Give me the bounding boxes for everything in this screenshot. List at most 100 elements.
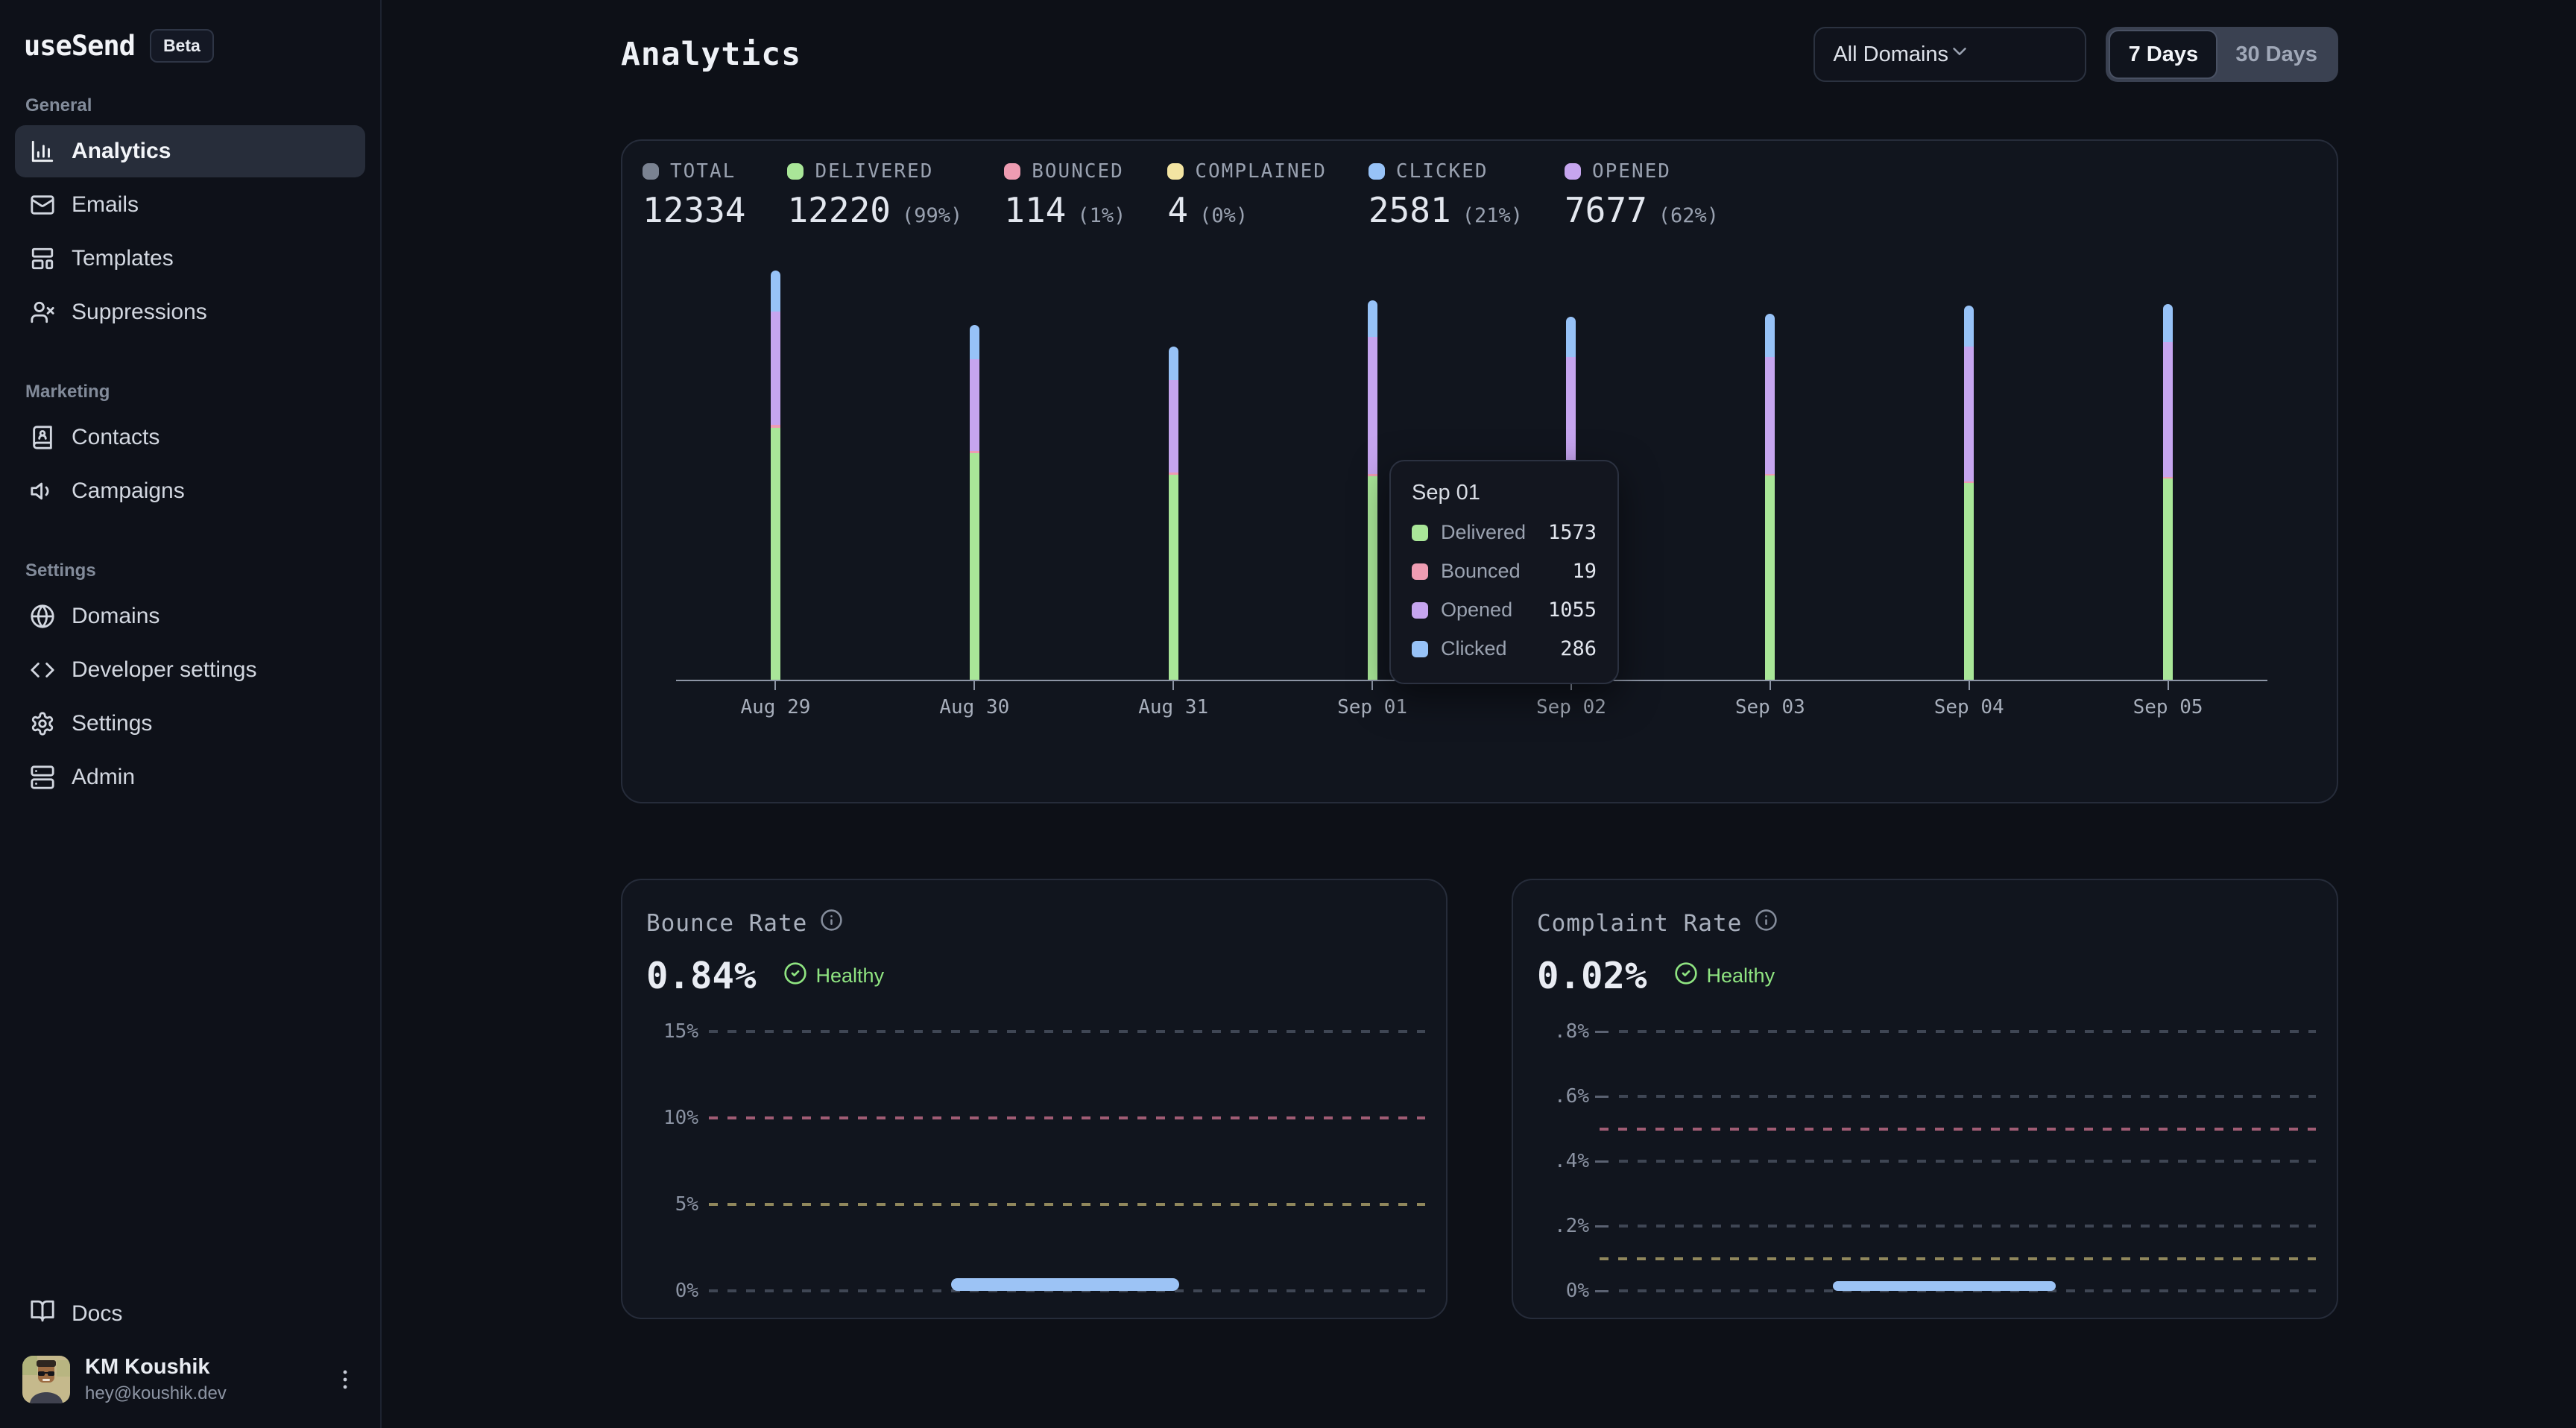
complaint-rate-chart: .8% .6% .4% .2% 0% [1535,1020,2316,1324]
sidebar-item-label: Emails [72,192,139,217]
gridline-dashes [709,1289,1425,1292]
stat-complained: COMPLAINED 4 (0%) [1167,160,1327,230]
sidebar-item-developer-settings[interactable]: Developer settings [15,644,365,696]
check-circle-icon [1674,962,1697,985]
stat-clicked: CLICKED 2581 (21%) [1368,160,1523,230]
sidebar-item-label: Settings [72,711,153,736]
sidebar-item-contacts[interactable]: Contacts [15,411,365,464]
bar-aug-29[interactable] [676,270,875,680]
stat-color-dot [787,163,804,180]
page-header: Analytics All Domains 7 Days 30 Days [621,27,2338,82]
bar-sep-03[interactable] [1670,270,1869,680]
tooltip-value: 1055 [1547,598,1597,622]
bar-segment-delivered [1168,475,1178,680]
sidebar-item-templates[interactable]: Templates [15,233,365,285]
gridline--4-: .4% [1535,1150,2316,1172]
x-axis-label: Sep 01 [1337,696,1408,718]
bounce-health-badge: Healthy [783,961,884,991]
sidebar-item-label: Suppressions [72,300,207,324]
gridline-danger [1535,1127,2316,1131]
complaint-rate-data-bar[interactable] [1833,1281,2056,1291]
stat-color-dot [1167,163,1184,180]
bar-segment-bounced [2163,476,2174,479]
sidebar-item-campaigns[interactable]: Campaigns [15,465,365,517]
gridline-tick [1595,1030,1609,1033]
bar-segment-clicked [1367,300,1377,338]
gridline-0-: 0% [1535,1280,2316,1302]
stacked-bar [1168,347,1178,680]
sidebar-item-label: Analytics [72,139,171,163]
bar-segment-opened [2163,342,2174,477]
bar-sep-04[interactable] [1869,270,2068,680]
sidebar-item-label: Campaigns [72,478,185,503]
bar-segment-bounced [969,451,979,454]
volume-icon [31,482,49,500]
nav-section-title: Settings [25,560,96,581]
bar-segment-opened [770,312,780,425]
sidebar-item-settings[interactable]: Settings [15,698,365,750]
bar-sep-01[interactable] [1273,270,1472,680]
sidebar-item-docs[interactable]: Docs [15,1288,365,1340]
sidebar-item-domains[interactable]: Domains [15,590,365,642]
range-option-7-days[interactable]: 7 Days [2109,30,2218,79]
check-circle-icon [1674,961,1698,991]
bar-sep-05[interactable] [2068,270,2267,680]
stats-row: TOTAL 12334 DELIVERED 12220 (99%) BOUNCED 114 (… [643,160,1719,230]
x-axis-label: Sep 05 [2133,696,2203,718]
kebab-menu-icon[interactable] [332,1367,358,1392]
x-axis-tick [1570,681,1572,690]
range-option-30-days[interactable]: 30 Days [2235,42,2317,66]
gridline--8-: .8% [1535,1020,2316,1043]
sidebar-item-label: Templates [72,246,174,271]
bar-aug-30[interactable] [875,270,1074,680]
stat-percent: (0%) [1199,204,1248,227]
nav-section-marketing: Marketing Contacts Campaigns [15,382,365,517]
complaint-rate-title: Complaint Rate [1537,909,1743,937]
tooltip-value: 286 [1560,637,1597,660]
stat-color-dot [643,163,659,180]
x-axis-tick [1172,681,1175,690]
sidebar-item-admin[interactable]: Admin [15,751,365,803]
tooltip-color-swatch [1412,640,1428,657]
tooltip-value: 1573 [1547,521,1597,544]
gridline-tick [1595,1289,1609,1292]
gridline-label: 10% [663,1107,698,1129]
bounce-rate-data-bar[interactable] [951,1278,1179,1291]
stat-color-dot [1564,163,1581,180]
user-row[interactable]: KM Koushik hey@koushik.dev [15,1342,365,1407]
bar-segment-clicked [770,271,780,312]
gridline-dashes [1600,1257,2316,1260]
gridline-label: 0% [675,1280,698,1302]
complaint-rate-value-row: 0.02% Healthy [1537,955,1775,997]
user-x-icon [31,301,54,323]
code-icon [31,663,54,677]
bar-segment-delivered [770,427,780,680]
stat-value: 7677 [1564,190,1647,230]
tooltip-label: Bounced [1441,560,1521,582]
bar-aug-31[interactable] [1074,270,1273,680]
gridline-dashes [709,1203,1425,1206]
x-axis-label-sep-04: Sep 04 [1869,681,2068,718]
tooltip-label: Opened [1441,598,1513,621]
stat-label: CLICKED [1395,160,1489,183]
sidebar-item-analytics[interactable]: Analytics [15,125,365,177]
sidebar-item-emails[interactable]: Emails [15,179,365,231]
domain-filter-dropdown[interactable]: All Domains [1813,27,2087,82]
gridline-10-: 10% [645,1107,1425,1129]
gridline-dashes [709,1030,1425,1033]
bar-segment-clicked [1168,347,1178,381]
bar-segment-delivered [969,453,979,680]
stat-label: TOTAL [670,160,736,183]
chart-tooltip: Sep 01 Delivered 1573 Bounced 19 Opened 1055 C… [1389,460,1619,684]
stacked-bar [969,325,979,680]
info-icon[interactable] [1755,909,1778,938]
mail-icon [31,195,54,215]
stat-delivered: DELIVERED 12220 (99%) [787,160,962,230]
user-email: hey@koushik.dev [85,1383,227,1403]
gridline-label: .2% [1554,1215,1589,1237]
info-icon[interactable] [820,909,843,938]
docs-label: Docs [72,1301,123,1326]
sidebar-item-suppressions[interactable]: Suppressions [15,286,365,338]
complaint-health-badge: Healthy [1674,961,1775,991]
chevron-down-icon [1953,48,1966,55]
